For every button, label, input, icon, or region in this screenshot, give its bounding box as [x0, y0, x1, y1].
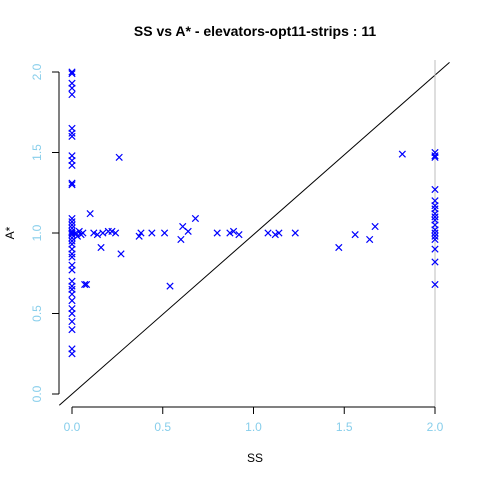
data-point — [431, 226, 439, 234]
data-point — [184, 227, 192, 236]
x-tick-label: 1.5 — [336, 420, 353, 434]
data-points — [68, 68, 439, 358]
data-point — [398, 150, 406, 158]
data-point — [68, 250, 76, 258]
data-point — [68, 179, 76, 187]
data-point — [191, 214, 200, 223]
data-point — [431, 245, 439, 253]
data-point — [431, 213, 439, 221]
data-point — [68, 253, 76, 261]
data-point — [68, 266, 76, 274]
reference-lines — [58, 60, 450, 407]
data-point — [68, 218, 76, 226]
data-point — [68, 214, 76, 223]
data-point — [73, 232, 82, 240]
y-tick-label: 1.0 — [30, 224, 44, 241]
data-point — [68, 282, 76, 290]
data-point — [68, 317, 76, 326]
data-point — [431, 202, 439, 210]
data-point — [137, 229, 145, 237]
data-point — [431, 229, 439, 237]
data-point — [229, 227, 238, 236]
data-point — [115, 153, 123, 161]
data-point — [68, 350, 76, 358]
data-point — [86, 210, 94, 218]
data-point — [68, 221, 76, 229]
data-point — [148, 229, 156, 237]
data-point — [213, 229, 221, 237]
data-point — [81, 280, 89, 289]
data-point — [366, 235, 374, 244]
data-point — [177, 235, 185, 244]
y-tick-label: 0.0 — [30, 385, 44, 402]
data-point — [68, 68, 76, 76]
data-point — [68, 325, 76, 334]
data-point — [68, 234, 76, 242]
data-point — [79, 229, 87, 237]
data-point — [226, 229, 234, 237]
data-point — [104, 227, 112, 236]
chart-title: SS vs A* - elevators-opt11-strips : 11 — [134, 23, 376, 39]
data-point — [108, 227, 116, 236]
x-tick-label: 2.0 — [427, 420, 444, 434]
data-point — [431, 280, 439, 289]
data-point — [166, 282, 174, 290]
data-point — [68, 230, 76, 239]
identity-line — [58, 61, 450, 406]
data-point — [111, 229, 120, 237]
data-point — [117, 250, 125, 258]
y-tick-label: 1.5 — [30, 144, 44, 161]
data-point — [431, 152, 439, 160]
x-tick-label: 0.5 — [154, 420, 171, 434]
data-point — [351, 230, 359, 239]
data-point — [99, 229, 107, 237]
data-point — [97, 243, 105, 252]
data-point — [90, 229, 98, 237]
data-point — [335, 243, 343, 252]
data-point — [68, 132, 76, 141]
data-point — [68, 84, 76, 92]
data-point — [68, 161, 76, 170]
data-point — [68, 309, 76, 318]
data-point — [271, 230, 279, 239]
data-point — [68, 181, 76, 189]
x-axis-label: SS — [247, 451, 263, 465]
data-point — [371, 222, 379, 231]
x-tick-label: 0.0 — [64, 420, 81, 434]
data-point — [68, 290, 76, 298]
data-point — [431, 232, 439, 240]
data-point — [68, 296, 76, 305]
data-point — [93, 230, 102, 239]
x-axis-ticks: 0.0 0.5 1.0 1.5 2.0 — [64, 407, 444, 434]
data-point — [431, 258, 439, 266]
data-point — [68, 129, 76, 137]
y-tick-label: 0.5 — [30, 305, 44, 322]
y-axis-ticks: 0.0 0.5 1.0 1.5 2.0 — [30, 63, 59, 402]
data-point — [235, 230, 243, 239]
data-point — [275, 229, 283, 237]
data-point — [431, 235, 439, 244]
y-tick-label: 2.0 — [30, 63, 44, 80]
data-point — [264, 229, 272, 237]
data-point — [160, 229, 169, 237]
y-axis-label: A* — [3, 226, 17, 239]
data-point — [431, 210, 439, 218]
data-point — [68, 90, 76, 99]
x-tick-label: 1.0 — [245, 420, 262, 434]
data-point — [431, 153, 439, 161]
data-point — [68, 69, 76, 78]
data-point — [431, 185, 439, 194]
data-point — [82, 280, 91, 289]
data-point — [291, 229, 299, 237]
